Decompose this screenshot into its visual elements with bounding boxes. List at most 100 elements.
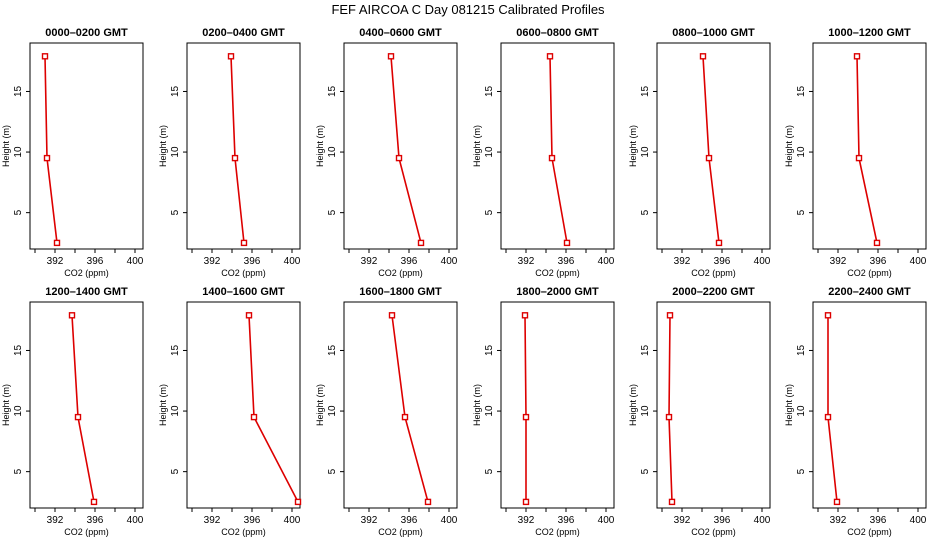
panel-title: 0600–0800 GMT	[516, 27, 599, 39]
y-tick-label: 10	[170, 146, 181, 158]
x-tick-label: 396	[87, 256, 104, 267]
plot-frame	[812, 301, 927, 509]
data-point	[522, 498, 530, 506]
x-tick-label: 392	[47, 515, 64, 526]
y-axis-label: Height (m)	[628, 384, 638, 426]
y-tick-label: 5	[13, 209, 24, 215]
panel-6: 1000–1200 GMT 392 396 400 CO2 (ppm) 5 10 15 Heig…	[784, 27, 927, 278]
panel-4: 0600–0800 GMT 392 396 400 CO2 (ppm) 5 10 15 Heig…	[472, 27, 615, 278]
profile-line	[248, 315, 299, 503]
y-tick-label: 15	[484, 85, 495, 97]
data-point	[521, 312, 529, 319]
panel-title: 2200–2400 GMT	[828, 286, 911, 298]
x-tick-label: 396	[558, 256, 575, 267]
profile-line	[44, 56, 58, 243]
y-tick-label: 5	[796, 209, 807, 215]
data-point	[824, 312, 832, 319]
data-point	[665, 413, 673, 421]
x-tick-label: 392	[674, 515, 691, 526]
data-point	[705, 154, 713, 162]
x-tick-label: 392	[204, 515, 221, 526]
panel-5: 0800–1000 GMT 392 396 400 CO2 (ppm) 5 10 15 Heig…	[628, 27, 771, 278]
x-tick-label: 396	[870, 256, 887, 267]
panel-2: 0200–0400 GMT 392 396 400 CO2 (ppm) 5 10 15 Heig…	[158, 27, 301, 278]
y-tick-label: 10	[13, 405, 24, 417]
x-tick-label: 392	[674, 256, 691, 267]
profile-line	[390, 56, 422, 244]
data-point	[715, 239, 723, 247]
panel-title: 2000–2200 GMT	[672, 286, 755, 298]
data-point	[240, 239, 248, 247]
data-point	[824, 413, 832, 421]
x-tick-label: 396	[401, 256, 418, 267]
y-tick-label: 15	[796, 85, 807, 97]
x-tick-label: 392	[830, 256, 847, 267]
x-axis-label: CO2 (ppm)	[64, 268, 109, 278]
profile-line	[668, 315, 673, 502]
data-point	[401, 413, 409, 421]
data-point	[699, 53, 707, 60]
data-point	[873, 239, 881, 247]
panel-title: 1200–1400 GMT	[45, 286, 128, 298]
plot-frame	[812, 42, 927, 250]
data-point	[853, 53, 861, 60]
profile-line	[702, 56, 720, 243]
x-axis-label: CO2 (ppm)	[64, 527, 109, 537]
profile-line	[524, 315, 527, 502]
data-point	[563, 239, 571, 247]
data-point	[833, 498, 841, 506]
y-tick-label: 15	[640, 85, 651, 97]
plot-frame	[29, 42, 144, 250]
x-tick-label: 392	[518, 256, 535, 267]
y-tick-label: 5	[13, 468, 24, 474]
panel-3: 0400–0600 GMT 392 396 400 CO2 (ppm) 5 10 15 Heig…	[315, 27, 458, 278]
data-point	[90, 498, 98, 506]
profile-line	[391, 315, 429, 503]
y-tick-label: 10	[640, 405, 651, 417]
profile-line	[230, 56, 245, 243]
y-axis-label: Height (m)	[158, 384, 168, 426]
data-point	[522, 413, 530, 421]
plot-frame	[343, 301, 458, 509]
profile-line	[856, 56, 878, 244]
x-axis-label: CO2 (ppm)	[847, 527, 892, 537]
data-point	[43, 154, 51, 162]
plot-frame	[656, 42, 771, 250]
y-axis-label: Height (m)	[472, 384, 482, 426]
x-axis-label: CO2 (ppm)	[691, 268, 736, 278]
plot-frame	[186, 301, 301, 509]
figure-title: FEF AIRCOA C Day 081215 Calibrated Profi…	[331, 2, 605, 17]
y-tick-label: 5	[640, 468, 651, 474]
x-tick-label: 400	[754, 515, 771, 526]
x-tick-label: 400	[754, 256, 771, 267]
x-tick-label: 396	[244, 256, 261, 267]
plot-frame	[29, 301, 144, 509]
y-axis-label: Height (m)	[784, 125, 794, 167]
x-tick-label: 400	[441, 256, 458, 267]
panel-10: 1800–2000 GMT 392 396 400 CO2 (ppm) 5 10 15 Heig…	[472, 286, 615, 537]
profile-line	[71, 315, 95, 503]
data-point	[245, 312, 253, 319]
plot-frame	[343, 42, 458, 250]
y-tick-label: 15	[796, 344, 807, 356]
data-point	[41, 53, 49, 60]
y-tick-label: 15	[327, 85, 338, 97]
x-tick-label: 400	[598, 515, 615, 526]
data-point	[53, 239, 61, 247]
y-tick-label: 10	[640, 146, 651, 158]
x-tick-label: 392	[47, 256, 64, 267]
x-tick-label: 392	[204, 256, 221, 267]
y-axis-label: Height (m)	[472, 125, 482, 167]
panel-title: 1600–1800 GMT	[359, 286, 442, 298]
data-point	[227, 53, 235, 60]
x-axis-label: CO2 (ppm)	[378, 268, 423, 278]
x-tick-label: 392	[518, 515, 535, 526]
panel-title: 0000–0200 GMT	[45, 27, 128, 39]
plot-frame	[656, 301, 771, 509]
panels: 0000–0200 GMT 392 396 400 CO2 (ppm) 5 10 15 Heig…	[1, 27, 927, 537]
profile-line	[549, 56, 568, 244]
x-tick-label: 396	[870, 515, 887, 526]
x-axis-label: CO2 (ppm)	[378, 527, 423, 537]
x-tick-label: 396	[401, 515, 418, 526]
